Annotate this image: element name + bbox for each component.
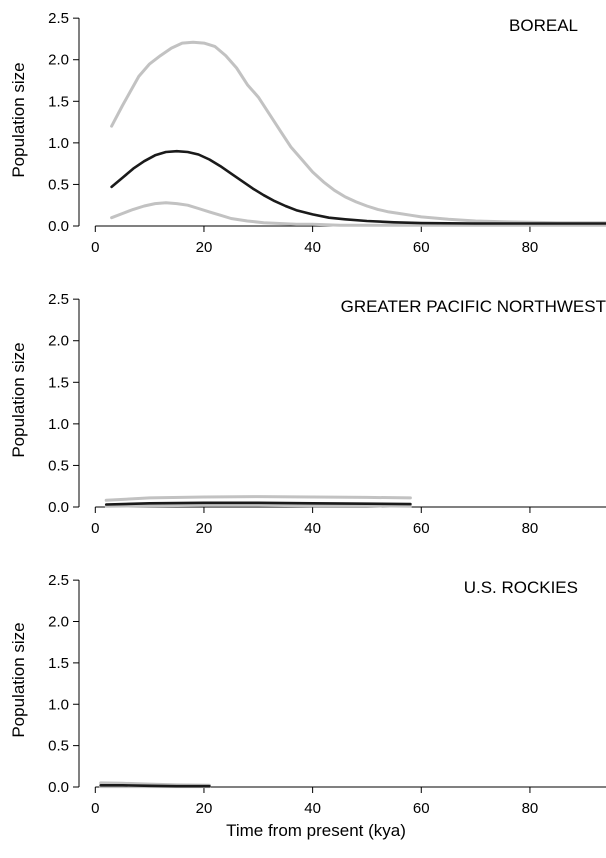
- y-tick-label: 1.5: [48, 374, 69, 391]
- y-tick-label: 0.5: [48, 457, 69, 474]
- y-tick-label: 2.5: [48, 572, 69, 589]
- panel-label: GREATER PACIFIC NORTHWEST: [341, 297, 606, 316]
- x-tick-label: 60: [413, 800, 430, 817]
- x-tick-label: 0: [91, 800, 99, 817]
- series-line-lower: [104, 503, 412, 508]
- y-tick-label: 0.0: [48, 499, 69, 516]
- y-tick-label: 2.0: [48, 614, 69, 631]
- series-line-median: [99, 784, 211, 788]
- panel-2: 0.0 0.5 1.0 1.5 2.0 2.5 0 20 40 60 80 Population si…: [9, 291, 606, 537]
- y-tick-label: 0.0: [48, 779, 69, 796]
- panel-label: BOREAL: [509, 16, 578, 35]
- x-tick-label: 0: [91, 520, 99, 537]
- y-tick-label: 0.0: [48, 218, 69, 235]
- x-tick-label: 20: [196, 239, 213, 256]
- x-tick-label: 20: [196, 800, 213, 817]
- x-tick-label: 80: [522, 800, 539, 817]
- y-tick-label: 0.5: [48, 176, 69, 193]
- y-tick-label: 2.5: [48, 10, 69, 27]
- y-tick-label: 1.5: [48, 93, 69, 110]
- series-line-upper: [104, 495, 412, 502]
- y-tick-label: 1.0: [48, 416, 69, 433]
- series-line-median: [104, 501, 412, 506]
- y-tick-label: 1.0: [48, 696, 69, 713]
- series-line-median: [110, 149, 606, 225]
- y-tick-label: 1.5: [48, 655, 69, 672]
- x-tick-label: 40: [304, 520, 321, 537]
- y-axis-title: Population size: [9, 342, 28, 457]
- x-tick-label: 80: [522, 239, 539, 256]
- panel-1: 0.0 0.5 1.0 1.5 2.0 2.5 0 20 40 60 80 Population si…: [9, 10, 606, 256]
- x-tick-label: 60: [413, 239, 430, 256]
- y-tick-label: 1.0: [48, 135, 69, 152]
- panel-3: 0.0 0.5 1.0 1.5 2.0 2.5 0 20 40 60 80 Population si…: [9, 572, 606, 817]
- x-tick-label: 60: [413, 520, 430, 537]
- series-line-lower: [110, 201, 606, 227]
- x-tick-label: 40: [304, 239, 321, 256]
- x-tick-label: 40: [304, 800, 321, 817]
- x-axis-title: Time from present (kya): [226, 821, 406, 840]
- y-tick-label: 2.5: [48, 291, 69, 308]
- y-axis-title: Population size: [9, 62, 28, 177]
- y-tick-label: 2.0: [48, 52, 69, 69]
- panel-label: U.S. ROCKIES: [464, 578, 578, 597]
- y-tick-label: 0.5: [48, 738, 69, 755]
- y-axis-title: Population size: [9, 622, 28, 737]
- y-tick-label: 2.0: [48, 333, 69, 350]
- x-tick-label: 20: [196, 520, 213, 537]
- x-tick-label: 80: [522, 520, 539, 537]
- series-line-upper: [110, 40, 606, 225]
- x-tick-label: 0: [91, 239, 99, 256]
